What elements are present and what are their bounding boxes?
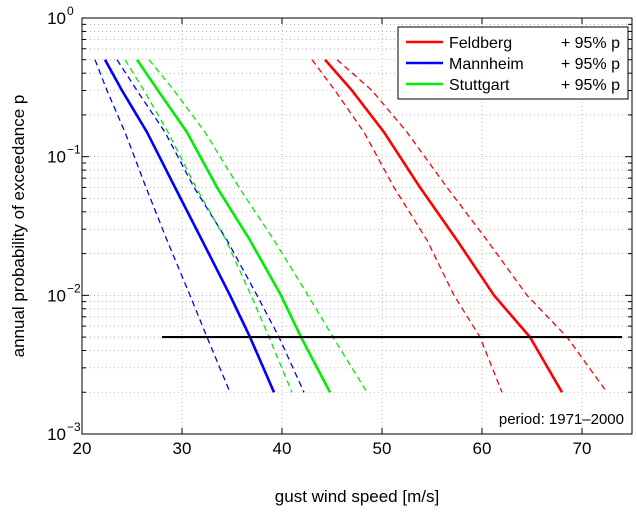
series-line-mannheim-upper — [116, 59, 305, 393]
y-tick-label-exponent: 0 — [67, 4, 74, 18]
legend-series-suffix: + 95% p — [561, 56, 620, 73]
y-tick-label: 10 — [47, 425, 66, 444]
legend-series-name: Stuttgart — [449, 77, 510, 94]
period-annotation: period: 1971–2000 — [499, 411, 624, 428]
grid — [82, 18, 632, 434]
y-tick-label: 10 — [47, 286, 66, 305]
y-tick-label-exponent: −2 — [67, 281, 81, 295]
x-axis-label: gust wind speed [m/s] — [275, 487, 439, 506]
y-axis-label: annual probability of exceedance p — [9, 95, 28, 358]
ticks — [81, 17, 632, 435]
legend-series-suffix: + 95% p — [561, 35, 620, 52]
x-tick-label: 60 — [473, 439, 492, 458]
legend-series-name: Mannheim — [449, 56, 524, 73]
x-tick-label: 50 — [373, 439, 392, 458]
series-line-stuttgart-lower — [124, 59, 293, 393]
y-tick-label-exponent: −1 — [67, 143, 81, 157]
plot-frame — [81, 17, 633, 435]
series-line-stuttgart-upper — [148, 59, 368, 393]
y-tick-label: 10 — [47, 9, 66, 28]
legend-series-name: Feldberg — [449, 35, 512, 52]
series-line-mannheim — [103, 59, 276, 393]
legend-series-suffix: + 95% p — [561, 77, 620, 94]
x-tick-label: 40 — [273, 439, 292, 458]
x-tick-label: 20 — [73, 439, 92, 458]
series-line-feldberg-upper — [336, 59, 608, 393]
x-tick-label: 70 — [573, 439, 592, 458]
series-layer — [94, 58, 608, 393]
series-line-feldberg-lower — [311, 59, 503, 393]
legend: Feldberg + 95% p Mannheim + 95% p Stuttgart +… — [397, 26, 629, 100]
y-tick-label-exponent: −3 — [67, 420, 81, 434]
series-line-stuttgart — [135, 58, 332, 393]
series-line-feldberg — [324, 58, 564, 393]
series-line-mannheim-lower — [94, 59, 231, 393]
y-tick-label: 10 — [47, 148, 66, 167]
x-tick-label: 30 — [173, 439, 192, 458]
